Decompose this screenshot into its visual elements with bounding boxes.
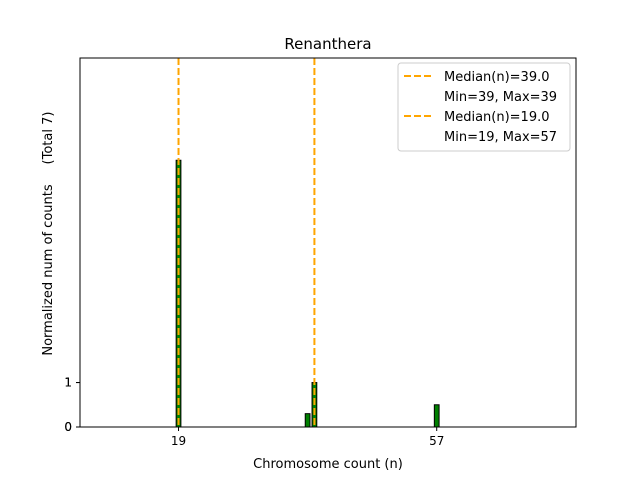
legend-entry-label: Median(n)=39.0 <box>444 70 550 85</box>
x-tick-label: 19 <box>171 434 186 448</box>
y-tick-label: 1 <box>64 376 72 390</box>
legend-entry-label: Min=39, Max=39 <box>444 90 557 105</box>
legend-entry-label: Min=19, Max=57 <box>444 130 557 145</box>
legend-box <box>397 62 571 152</box>
y-axis-label-note: (Total 7) <box>41 112 56 165</box>
legend: Median(n)=39.0 Min=39, Max=39 Median(n)=19… <box>397 62 571 152</box>
x-tick-label: 57 <box>429 434 444 448</box>
bar <box>304 413 311 428</box>
y-tick-label: 1 <box>64 376 72 390</box>
y-tick-label: 0 <box>64 420 72 434</box>
y-axis-label: Normalized num of counts <box>41 184 56 355</box>
bar <box>433 404 440 428</box>
x-axis-label: Chromosome count (n) <box>253 457 403 472</box>
legend-entry-label: Median(n)=19.0 <box>444 110 550 125</box>
chart-title: Renanthera <box>284 35 371 53</box>
y-tick-label: 0 <box>64 420 72 434</box>
plot-frame <box>79 57 577 428</box>
